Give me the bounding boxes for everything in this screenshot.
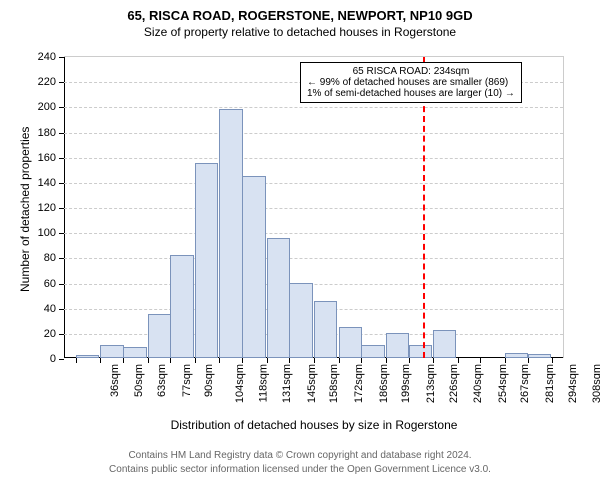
histogram-bar (433, 330, 456, 358)
footer-licence: Contains public sector information licen… (0, 464, 600, 475)
grid-line (64, 158, 563, 159)
x-tick-label: 254sqm (497, 364, 509, 403)
x-tick-label: 131sqm (281, 364, 293, 403)
y-tick-label: 120 (38, 202, 64, 214)
histogram-bar (361, 345, 384, 358)
grid-line (64, 258, 563, 259)
x-tick-label: 213sqm (425, 364, 437, 403)
x-tick (528, 358, 529, 363)
x-tick (170, 358, 171, 363)
grid-line (64, 233, 563, 234)
x-tick-label: 90sqm (203, 364, 215, 397)
x-tick-label: 308sqm (591, 364, 600, 403)
x-tick-label: 63sqm (156, 364, 168, 397)
x-tick-label: 240sqm (472, 364, 484, 403)
y-tick-label: 80 (44, 252, 64, 264)
x-tick (100, 358, 101, 363)
x-tick-label: 104sqm (234, 364, 246, 403)
x-tick-label: 267sqm (519, 364, 531, 403)
x-tick (267, 358, 268, 363)
grid-line (64, 208, 563, 209)
x-tick (242, 358, 243, 363)
histogram-bar (339, 327, 362, 358)
x-tick-label: 50sqm (133, 364, 145, 397)
x-tick (289, 358, 290, 363)
x-tick (552, 358, 553, 363)
y-tick-label: 140 (38, 177, 64, 189)
y-tick-label: 200 (38, 101, 64, 113)
histogram-bar (409, 345, 432, 358)
x-tick-label: 172sqm (353, 364, 365, 403)
x-tick-label: 281sqm (544, 364, 556, 403)
histogram-bar (170, 255, 193, 358)
x-tick-label: 36sqm (109, 364, 121, 397)
x-tick-label: 226sqm (448, 364, 460, 403)
chart-title: 65, RISCA ROAD, ROGERSTONE, NEWPORT, NP1… (0, 0, 600, 23)
histogram-bar (314, 301, 337, 358)
property-annotation: 65 RISCA ROAD: 234sqm ← 99% of detached … (300, 62, 522, 103)
y-tick-label: 60 (44, 278, 64, 290)
histogram-bar (528, 354, 551, 358)
histogram-bar (76, 355, 99, 358)
y-axis-label: Number of detached properties (18, 126, 32, 291)
x-tick (76, 358, 77, 363)
x-tick-label: 77sqm (181, 364, 193, 397)
y-tick-label: 20 (44, 328, 64, 340)
x-tick (123, 358, 124, 363)
y-tick-label: 220 (38, 76, 64, 88)
x-tick (314, 358, 315, 363)
footer-copyright: Contains HM Land Registry data © Crown c… (0, 450, 600, 461)
histogram-bar (386, 333, 409, 358)
grid-line (64, 133, 563, 134)
y-tick-label: 0 (50, 353, 64, 365)
x-tick (386, 358, 387, 363)
x-tick-label: 145sqm (306, 364, 318, 403)
annotation-line-2: ← 99% of detached houses are smaller (86… (307, 77, 515, 88)
histogram-bar (148, 314, 171, 358)
histogram-bar (267, 238, 290, 358)
grid-line (64, 183, 563, 184)
histogram-bar (100, 345, 123, 358)
x-tick (433, 358, 434, 363)
histogram-bar (195, 163, 218, 358)
x-tick-label: 158sqm (329, 364, 341, 403)
histogram-bar (242, 176, 265, 358)
y-tick-label: 240 (38, 51, 64, 63)
x-tick (339, 358, 340, 363)
y-tick-label: 40 (44, 303, 64, 315)
histogram-bar (219, 109, 242, 358)
histogram-bar (289, 283, 312, 359)
histogram-bar (505, 353, 528, 358)
x-tick (195, 358, 196, 363)
x-tick (219, 358, 220, 363)
x-tick-label: 199sqm (400, 364, 412, 403)
y-tick-label: 180 (38, 127, 64, 139)
x-tick (480, 358, 481, 363)
y-tick-label: 160 (38, 152, 64, 164)
x-tick-label: 186sqm (378, 364, 390, 403)
x-tick (148, 358, 149, 363)
x-tick (458, 358, 459, 363)
x-tick (409, 358, 410, 363)
grid-line (64, 107, 563, 108)
annotation-line-1: 65 RISCA ROAD: 234sqm (307, 66, 515, 77)
annotation-line-3: 1% of semi-detached houses are larger (1… (307, 88, 515, 99)
y-tick-label: 100 (38, 227, 64, 239)
property-size-chart: 65, RISCA ROAD, ROGERSTONE, NEWPORT, NP1… (0, 0, 600, 500)
grid-line (64, 284, 563, 285)
x-tick (361, 358, 362, 363)
x-axis-label: Distribution of detached houses by size … (64, 418, 564, 432)
x-tick-label: 294sqm (567, 364, 579, 403)
histogram-bar (123, 347, 146, 358)
chart-subtitle: Size of property relative to detached ho… (0, 23, 600, 39)
x-tick (505, 358, 506, 363)
x-tick-label: 118sqm (258, 364, 270, 402)
